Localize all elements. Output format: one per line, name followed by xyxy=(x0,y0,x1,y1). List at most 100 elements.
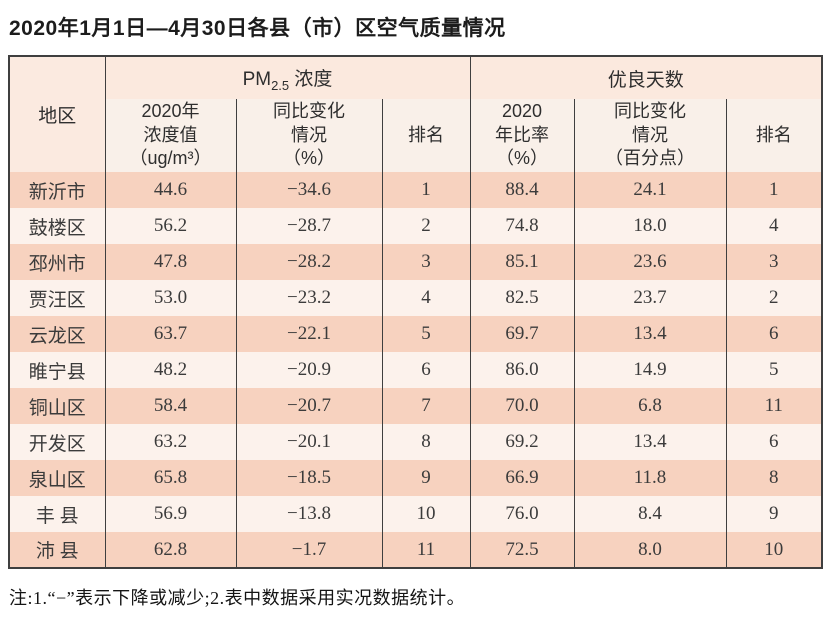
cell-good-rank: 10 xyxy=(725,532,823,568)
col-header-good-change: 同比变化 情况 （百分点） xyxy=(573,99,727,172)
col-header-pm-change: 同比变化 情况 （%） xyxy=(235,99,383,172)
page-title: 2020年1月1日—4月30日各县（市）区空气质量情况 xyxy=(9,17,506,40)
cell-good-change: 13.4 xyxy=(573,424,727,460)
cell-good-ratio: 70.0 xyxy=(469,388,575,424)
cell-pm-value: 63.2 xyxy=(104,424,237,460)
cell-pm-rank: 1 xyxy=(381,172,471,208)
cell-region: 沛 县 xyxy=(8,532,106,568)
cell-region: 丰 县 xyxy=(8,496,106,532)
header-sub-row: 2020年 浓度值 （ug/m³） 同比变化 情况 （%） 排名 2020 年比… xyxy=(9,99,823,172)
cell-good-change: 14.9 xyxy=(573,352,727,388)
cell-pm-rank: 6 xyxy=(381,352,471,388)
table-body: 新沂市 44.6 −34.6 1 88.4 24.1 1 鼓楼区 56.2 −2… xyxy=(8,172,823,568)
cell-pm-rank: 10 xyxy=(381,496,471,532)
cell-good-ratio: 88.4 xyxy=(469,172,575,208)
col-group-good-days: 优良天数 xyxy=(469,56,823,99)
cell-good-rank: 6 xyxy=(725,424,823,460)
cell-good-rank: 9 xyxy=(725,496,823,532)
cell-pm-change: −28.7 xyxy=(235,208,383,244)
cell-pm-change: −20.7 xyxy=(235,388,383,424)
table-row: 贾汪区 53.0 −23.2 4 82.5 23.7 2 xyxy=(8,280,823,316)
cell-pm-value: 53.0 xyxy=(104,280,237,316)
cell-good-rank: 4 xyxy=(725,208,823,244)
cell-good-rank: 1 xyxy=(725,172,823,208)
cell-pm-value: 65.8 xyxy=(104,460,237,496)
col-header-pm-rank: 排名 xyxy=(381,99,471,172)
col-header-region: 地区 xyxy=(8,56,106,172)
cell-pm-rank: 8 xyxy=(381,424,471,460)
cell-pm-value: 47.8 xyxy=(104,244,237,280)
cell-pm-value: 58.4 xyxy=(104,388,237,424)
cell-good-rank: 5 xyxy=(725,352,823,388)
table-header: 地区 PM2.5 浓度 优良天数 2020年 浓度值 （ug/m³） 同比变化 … xyxy=(8,56,823,172)
cell-good-change: 18.0 xyxy=(573,208,727,244)
table-row: 沛 县 62.8 −1.7 11 72.5 8.0 10 xyxy=(8,532,823,568)
footnote: 注:1.“−”表示下降或减少;2.表中数据采用实况数据统计。 xyxy=(9,588,466,608)
table-row: 邳州市 47.8 −28.2 3 85.1 23.6 3 xyxy=(8,244,823,280)
cell-region: 开发区 xyxy=(8,424,106,460)
cell-good-change: 6.8 xyxy=(573,388,727,424)
col-header-good-rank: 排名 xyxy=(725,99,823,172)
cell-good-change: 24.1 xyxy=(573,172,727,208)
cell-region: 铜山区 xyxy=(8,388,106,424)
cell-pm-rank: 4 xyxy=(381,280,471,316)
cell-pm-value: 56.9 xyxy=(104,496,237,532)
cell-good-change: 23.7 xyxy=(573,280,727,316)
cell-region: 泉山区 xyxy=(8,460,106,496)
cell-pm-change: −34.6 xyxy=(235,172,383,208)
cell-pm-change: −28.2 xyxy=(235,244,383,280)
header-group-row: 地区 PM2.5 浓度 优良天数 xyxy=(8,56,823,172)
cell-region: 邳州市 xyxy=(8,244,106,280)
table-row: 睢宁县 48.2 −20.9 6 86.0 14.9 5 xyxy=(8,352,823,388)
cell-pm-change: −20.1 xyxy=(235,424,383,460)
col-header-pm-value: 2020年 浓度值 （ug/m³） xyxy=(104,99,237,172)
cell-pm-value: 63.7 xyxy=(104,316,237,352)
cell-pm-rank: 9 xyxy=(381,460,471,496)
pm25-label-pre: PM xyxy=(242,68,272,90)
col-header-good-ratio: 2020 年比率 （%） xyxy=(469,99,575,172)
col-group-pm25: PM2.5 浓度 xyxy=(104,56,471,99)
cell-good-ratio: 76.0 xyxy=(469,496,575,532)
cell-pm-change: −1.7 xyxy=(235,532,383,568)
cell-pm-change: −22.1 xyxy=(235,316,383,352)
table-row: 鼓楼区 56.2 −28.7 2 74.8 18.0 4 xyxy=(8,208,823,244)
cell-good-rank: 3 xyxy=(725,244,823,280)
cell-pm-change: −20.9 xyxy=(235,352,383,388)
cell-pm-value: 56.2 xyxy=(104,208,237,244)
table-row: 新沂市 44.6 −34.6 1 88.4 24.1 1 xyxy=(8,172,823,208)
cell-pm-value: 48.2 xyxy=(104,352,237,388)
cell-good-change: 23.6 xyxy=(573,244,727,280)
table-row: 丰 县 56.9 −13.8 10 76.0 8.4 9 xyxy=(8,496,823,532)
cell-pm-rank: 11 xyxy=(381,532,471,568)
pm25-label-post: 浓度 xyxy=(289,68,333,90)
cell-good-rank: 6 xyxy=(725,316,823,352)
cell-good-change: 11.8 xyxy=(573,460,727,496)
cell-pm-rank: 7 xyxy=(381,388,471,424)
cell-good-ratio: 85.1 xyxy=(469,244,575,280)
cell-region: 云龙区 xyxy=(8,316,106,352)
cell-region: 新沂市 xyxy=(8,172,106,208)
cell-good-ratio: 69.7 xyxy=(469,316,575,352)
cell-pm-change: −23.2 xyxy=(235,280,383,316)
cell-good-rank: 11 xyxy=(725,388,823,424)
table-row: 泉山区 65.8 −18.5 9 66.9 11.8 8 xyxy=(8,460,823,496)
cell-pm-value: 44.6 xyxy=(104,172,237,208)
cell-good-ratio: 86.0 xyxy=(469,352,575,388)
cell-good-change: 8.4 xyxy=(573,496,727,532)
cell-good-ratio: 72.5 xyxy=(469,532,575,568)
cell-pm-value: 62.8 xyxy=(104,532,237,568)
cell-region: 睢宁县 xyxy=(8,352,106,388)
cell-pm-rank: 3 xyxy=(381,244,471,280)
cell-pm-rank: 2 xyxy=(381,208,471,244)
cell-good-ratio: 66.9 xyxy=(469,460,575,496)
cell-good-change: 13.4 xyxy=(573,316,727,352)
cell-pm-rank: 5 xyxy=(381,316,471,352)
cell-good-rank: 8 xyxy=(725,460,823,496)
cell-good-change: 8.0 xyxy=(573,532,727,568)
table-row: 云龙区 63.7 −22.1 5 69.7 13.4 6 xyxy=(8,316,823,352)
cell-good-ratio: 69.2 xyxy=(469,424,575,460)
table-row: 开发区 63.2 −20.1 8 69.2 13.4 6 xyxy=(8,424,823,460)
cell-pm-change: −18.5 xyxy=(235,460,383,496)
cell-good-ratio: 82.5 xyxy=(469,280,575,316)
